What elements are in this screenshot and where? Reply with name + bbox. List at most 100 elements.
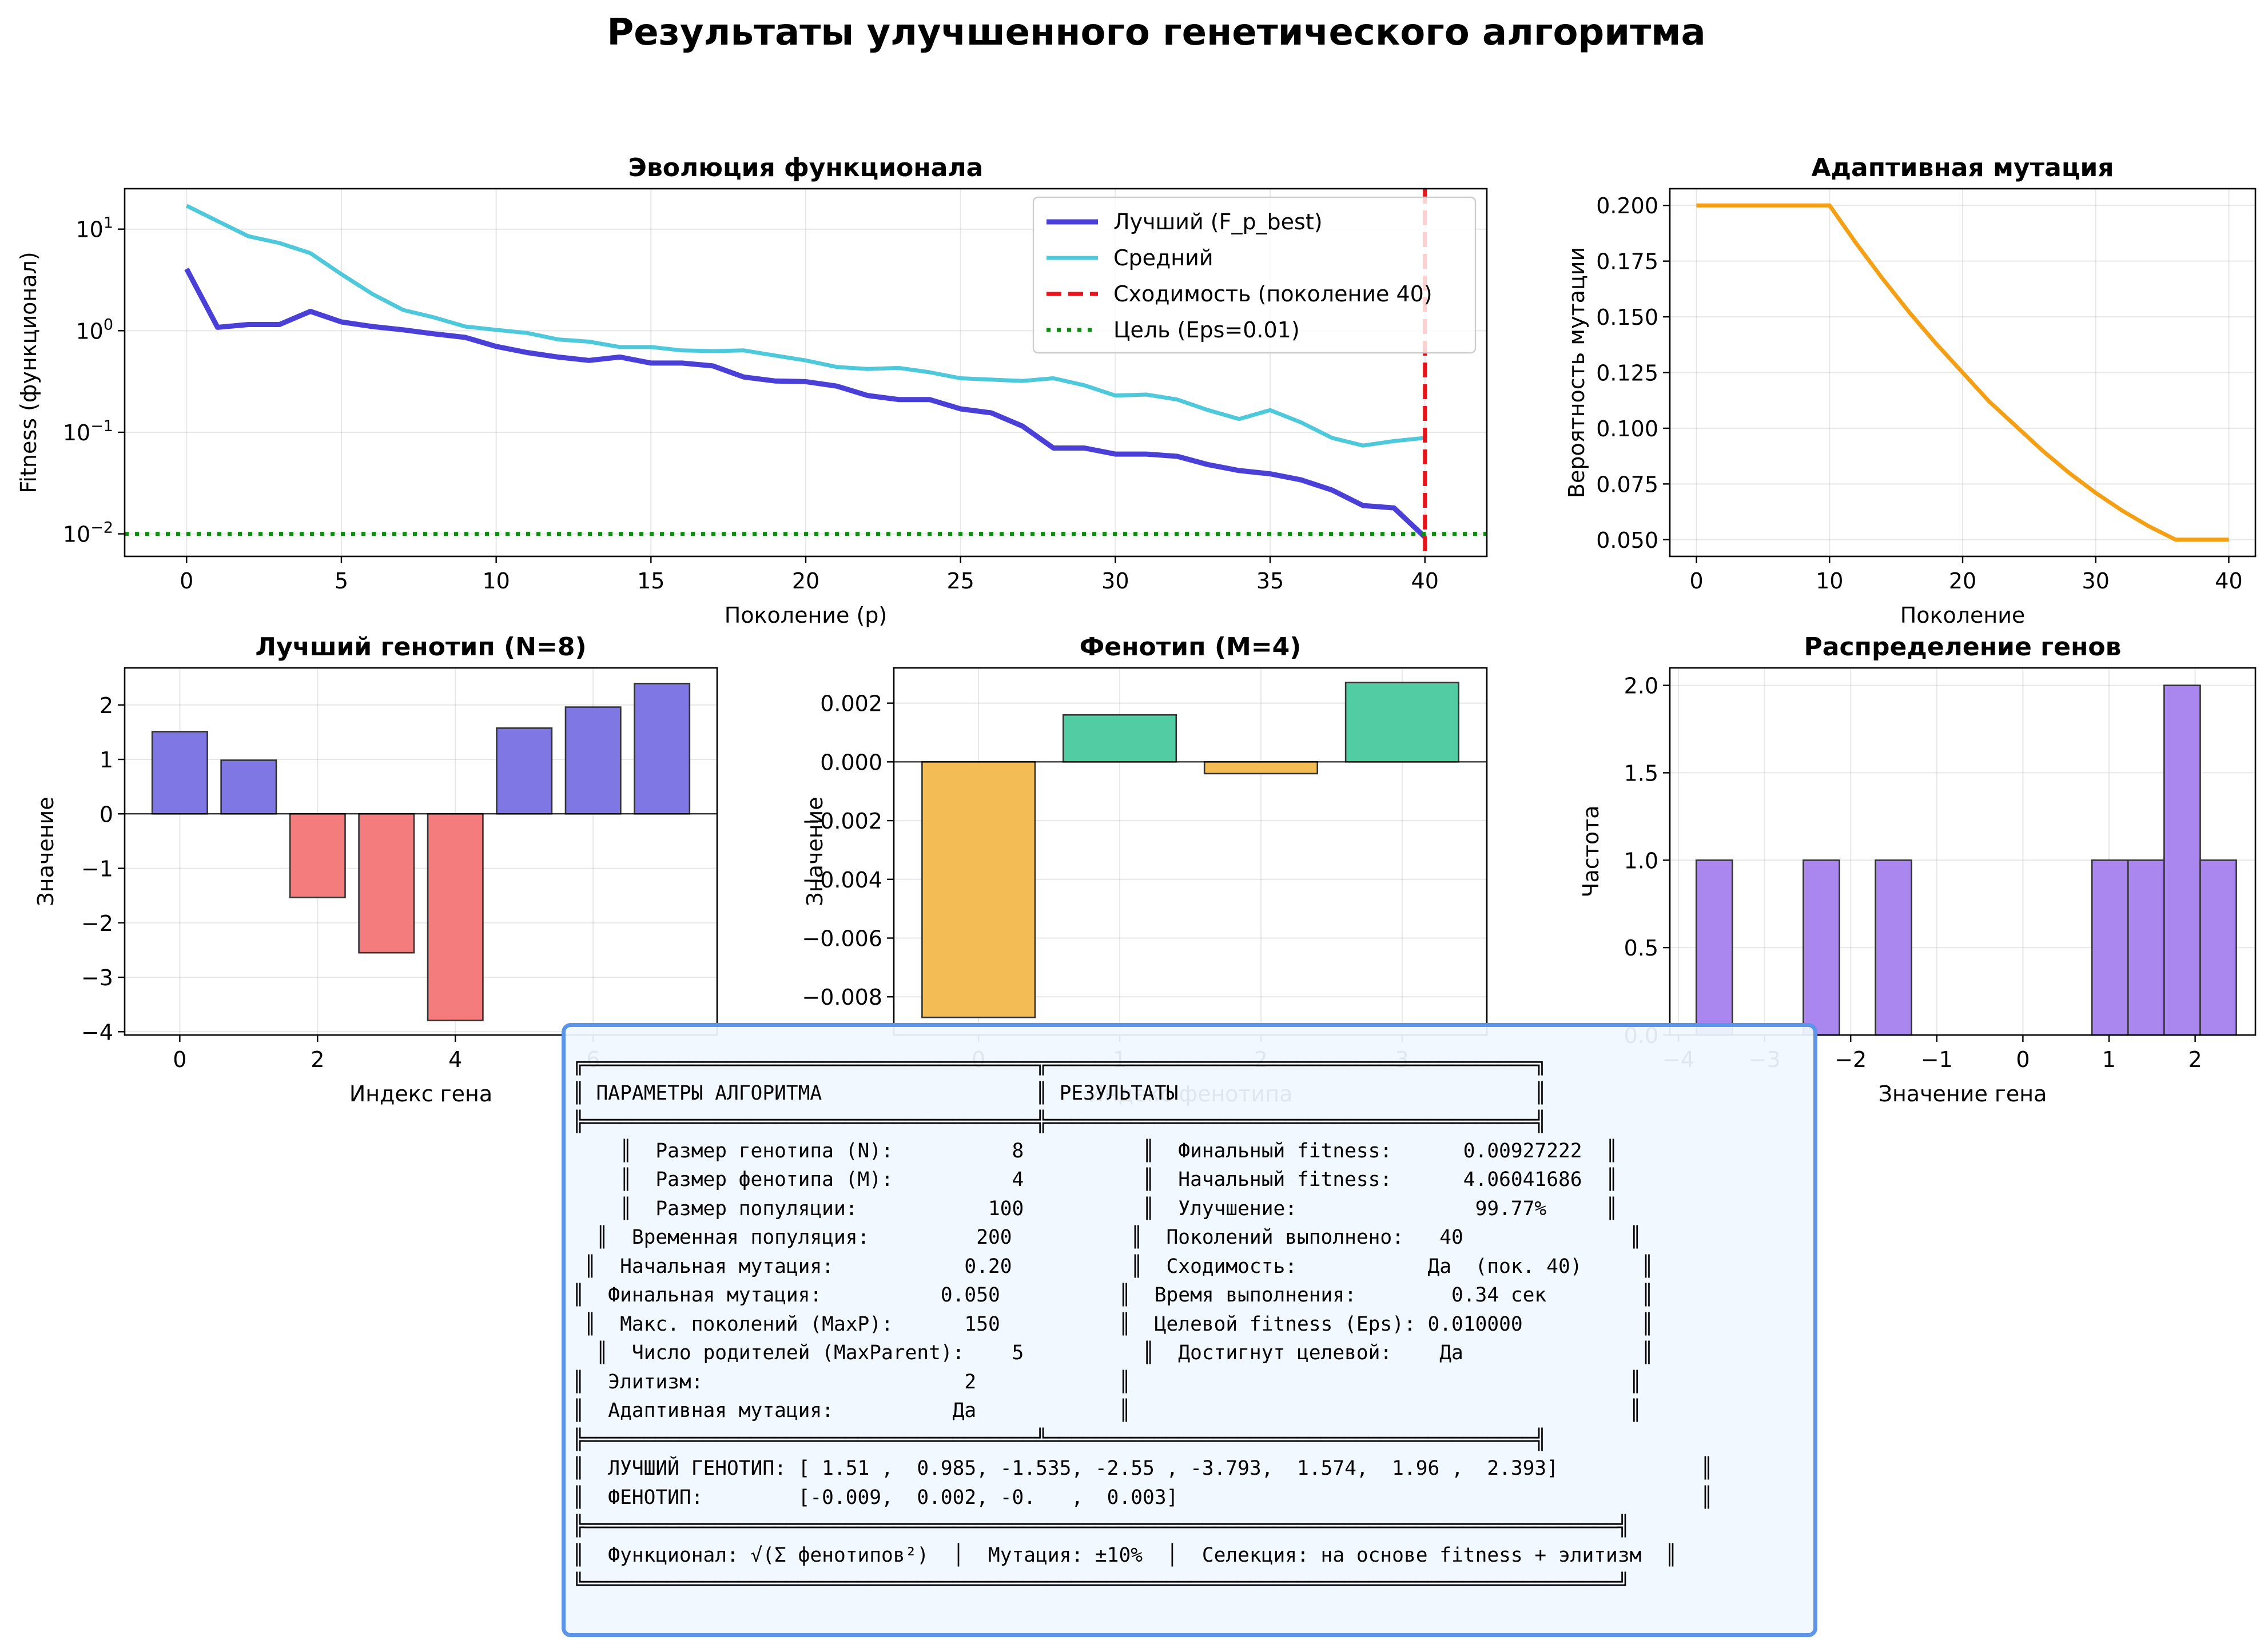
- mutation-title: Адаптивная мутация: [1811, 153, 2114, 182]
- genotype-xtick-label: 2: [311, 1047, 324, 1072]
- genotype-bar: [151, 731, 208, 815]
- phenotype-ytick-label: −0.004: [802, 867, 882, 893]
- genotype-bar: [427, 813, 484, 1021]
- genotype-xtick-label: 0: [173, 1047, 186, 1072]
- evolution-ytick-label: 101: [75, 214, 113, 242]
- genotype-bar: [358, 813, 415, 954]
- legend-label: Сходимость (поколение 40): [1113, 281, 1433, 306]
- histogram-bar: [2091, 859, 2129, 1036]
- mutation-ytick-label: 0.150: [1596, 305, 1658, 330]
- evolution-xtick-label: 15: [637, 568, 665, 594]
- series-line-mean: [185, 204, 1426, 448]
- phenotype-title: Фенотип (M=4): [1080, 632, 1302, 662]
- mutation-xlabel: Поколение: [1900, 603, 2026, 628]
- evolution-xtick-label: 40: [1411, 568, 1439, 594]
- phenotype-ytick-label: −0.006: [802, 926, 882, 952]
- mutation-chart: 0 10 20 30 40 0.050 0.075 0.100 0.125 0.150 0.175 0…: [1564, 153, 2257, 628]
- histogram-xtick-label: 2: [2188, 1047, 2202, 1072]
- mutation-xtick-label: 10: [1816, 568, 1843, 594]
- mutation-ytick-label: 0.075: [1596, 472, 1658, 497]
- evolution-xtick-label: 10: [482, 568, 510, 594]
- mutation-ytick-label: 0.175: [1596, 249, 1658, 274]
- evolution-ytick-label: 100: [75, 316, 113, 344]
- phenotype-bar: [1203, 761, 1319, 775]
- mutation-line: [1696, 203, 2229, 542]
- histogram-title: Распределение генов: [1804, 632, 2122, 662]
- evolution-chart: Лучший (F_p_best) Средний Сходимость (поко…: [16, 153, 1488, 628]
- evolution-ytick-label: 10−1: [63, 417, 113, 445]
- mutation-xtick-label: 40: [2215, 568, 2242, 594]
- legend-label: Цель (Eps=0.01): [1113, 317, 1300, 343]
- evolution-xlabel: Поколение (p): [725, 603, 887, 628]
- summary-text: ╔══════════════════════════════════════╦…: [572, 1053, 1713, 1595]
- phenotype-ytick-label: −0.008: [802, 985, 882, 1010]
- mutation-ytick-label: 0.125: [1596, 361, 1658, 386]
- histogram-frame: [1669, 667, 2257, 1036]
- genotype-ytick-label: 1: [100, 747, 113, 773]
- histogram-xtick-label: −2: [1835, 1047, 1867, 1072]
- histogram-ytick-label: 1.5: [1624, 761, 1658, 786]
- histogram-bar: [2127, 859, 2165, 1036]
- genotype-title: Лучший генотип (N=8): [255, 632, 586, 662]
- genotype-ylabel: Значение: [33, 797, 58, 906]
- evolution-xtick-label: 35: [1256, 568, 1284, 594]
- legend-box: [1032, 196, 1477, 354]
- genotype-bar: [496, 727, 553, 815]
- evolution-xtick-label: 30: [1101, 568, 1129, 594]
- mutation-ylabel: Вероятность мутации: [1564, 247, 1589, 498]
- histogram-bar: [2199, 859, 2237, 1036]
- genotype-plot-area: [125, 668, 717, 1035]
- histogram-bar: [1695, 859, 1733, 1036]
- evolution-title: Эволюция функционала: [628, 153, 984, 182]
- genotype-ytick-label: −4: [81, 1020, 113, 1045]
- mutation-xtick-label: 0: [1689, 568, 1703, 594]
- evolution-legend: Лучший (F_p_best) Средний Сходимость (поко…: [1032, 196, 1477, 354]
- genotype-ytick-label: −1: [81, 857, 113, 882]
- evolution-ylabel: Fitness (функционал): [16, 252, 41, 493]
- histogram-xlabel: Значение гена: [1879, 1081, 2047, 1106]
- phenotype-ytick-label: 0.002: [820, 691, 882, 716]
- evolution-xtick-label: 0: [180, 568, 193, 594]
- genotype-bar: [289, 813, 346, 898]
- evolution-xtick-label: 25: [947, 568, 974, 594]
- histogram-ytick-label: 0.5: [1624, 936, 1658, 961]
- histogram-chart: −4−3−2−10120.00.51.01.52.0Распределение …: [1578, 632, 2257, 1106]
- phenotype-ytick-label: −0.002: [802, 809, 882, 834]
- histogram-xtick-label: 0: [2016, 1047, 2030, 1072]
- evolution-ytick-label: 10−2: [63, 519, 113, 547]
- genotype-frame: [124, 667, 718, 1036]
- histogram-xtick-label: −1: [1921, 1047, 1953, 1072]
- phenotype-ylabel: Значение: [802, 797, 827, 906]
- genotype-ytick-label: −3: [81, 965, 113, 990]
- genotype-xtick-label: 4: [448, 1047, 462, 1072]
- genotype-ytick-label: −2: [81, 911, 113, 936]
- figure-title: Результаты улучшенного генетического алг…: [607, 11, 1705, 54]
- summary-panel: ╔══════════════════════════════════════╦…: [562, 1023, 1817, 1637]
- mutation-ytick-label: 0.100: [1596, 416, 1658, 441]
- evolution-xtick-label: 20: [792, 568, 819, 594]
- histogram-ytick-label: 1.0: [1624, 848, 1658, 873]
- histogram-bar: [1803, 859, 1840, 1036]
- genotype-ytick-label: 2: [100, 693, 113, 718]
- genotype-bar: [634, 683, 691, 815]
- histogram-bar: [2163, 684, 2201, 1036]
- genotype-ytick-label: 0: [100, 802, 113, 827]
- genotype-xlabel: Индекс гена: [349, 1081, 492, 1106]
- phenotype-bar: [1062, 714, 1177, 763]
- histogram-bar: [1875, 859, 1913, 1036]
- genotype-bar: [564, 706, 622, 815]
- legend-label: Средний: [1113, 245, 1213, 270]
- histogram-ytick-label: 2.0: [1624, 674, 1658, 699]
- legend-label: Лучший (F_p_best): [1113, 209, 1323, 234]
- phenotype-bar: [921, 761, 1036, 1018]
- genotype-bar: [220, 759, 277, 815]
- series-line-best: [184, 268, 1427, 539]
- histogram-ylabel: Частота: [1578, 805, 1603, 897]
- mutation-ytick-label: 0.050: [1596, 528, 1658, 553]
- mutation-xtick-label: 30: [2082, 568, 2110, 594]
- histogram-xtick-label: 1: [2102, 1047, 2116, 1072]
- mutation-ytick-label: 0.200: [1596, 193, 1658, 218]
- evolution-xtick-label: 5: [335, 568, 348, 594]
- phenotype-bar: [1344, 682, 1459, 763]
